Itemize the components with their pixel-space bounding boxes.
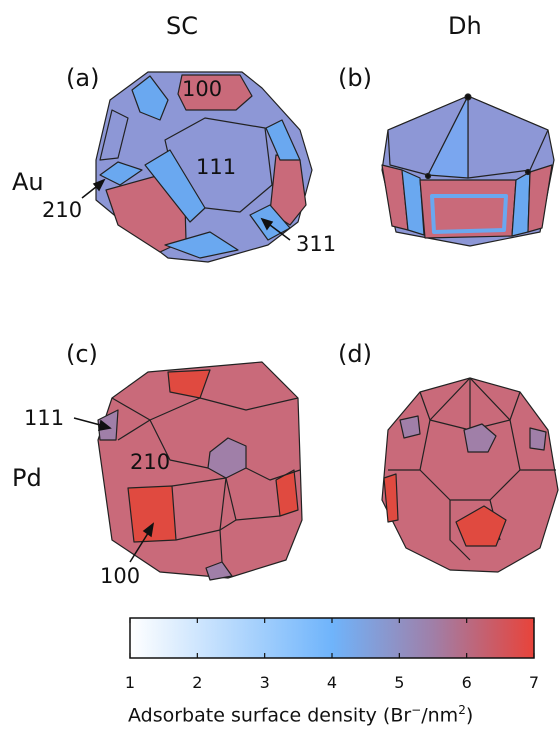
column-header-sc: SC [166,12,198,40]
facet-label-a-210: 210 [42,198,83,222]
panel-label-c: (c) [66,340,98,368]
facet-label-a-111: 111 [196,155,237,179]
au-dh-polyhedron [381,93,555,247]
colorbar-title: Adsorbate surface density (Br−/nm2) [128,703,474,727]
pd-sc-polyhedron [97,361,303,581]
colorbar-tick-label: 4 [327,673,337,692]
panel-label-a: (a) [66,64,100,92]
facet-label-a-100: 100 [182,77,223,101]
panel-label-d: (d) [338,340,372,368]
row-header-au: Au [12,168,44,196]
colorbar-tick-label: 1 [125,673,135,692]
row-header-pd: Pd [12,464,42,492]
facet-label-c-111: 111 [24,406,65,430]
facet-label-c-210: 210 [130,450,171,474]
au-sc-polyhedron [95,71,313,263]
facet-label-c-100: 100 [100,564,141,588]
facet-label-a-311: 311 [296,232,337,256]
colorbar-gradient [129,617,535,659]
colorbar-tick-label: 7 [529,673,539,692]
colorbar-ticks: 1 2 3 4 5 6 7 [125,618,539,692]
colorbar-tick-label: 5 [394,673,404,692]
panel-label-b: (b) [338,64,372,92]
colorbar-tick-label: 2 [192,673,202,692]
colorbar-tick-label: 3 [260,673,270,692]
facet-arrows [73,178,291,563]
colorbar-tick-label: 6 [462,673,472,692]
pd-dh-polyhedron [381,377,559,573]
column-header-dh: Dh [448,12,482,40]
